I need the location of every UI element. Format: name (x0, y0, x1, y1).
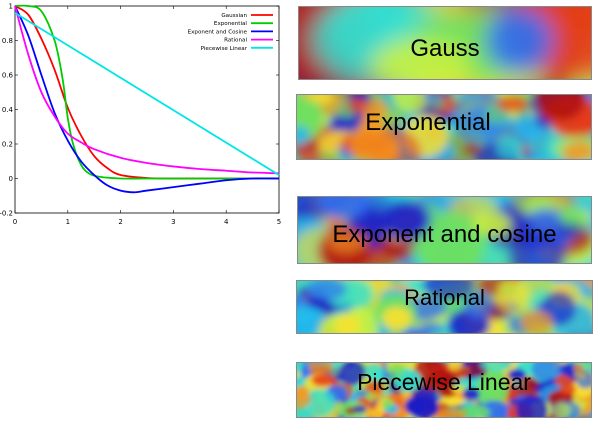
legend-label: Exponential (214, 21, 248, 27)
legend-label: Exponent and Cosine (188, 29, 248, 35)
field-exponential: Exponential (296, 94, 592, 160)
legend-label: Rational (224, 38, 247, 44)
x-tick-label: 0 (13, 218, 17, 226)
series-line-exponential (14, 4, 279, 180)
field-rational: Rational (296, 280, 593, 334)
covariance-chart: 0 1 2 3 4 510.80.60.40.20-0.2 GaussianExponen… (0, 3, 281, 227)
x-tick-label: 5 (277, 218, 281, 226)
legend-label: Gaussian (221, 13, 247, 19)
series-line-rational (14, 5, 280, 175)
y-tick-label: -0.2 (0, 210, 13, 218)
field-exponential-image (297, 95, 591, 159)
field-rational-label: Rational (404, 285, 485, 310)
y-tick-label: 0 (9, 175, 13, 183)
series-line-piecewise-linear (14, 12, 280, 176)
field-piecewise-linear: Piecewise Linear (296, 362, 592, 418)
x-tick-label: 4 (224, 218, 229, 226)
y-tick-label: 0.2 (2, 141, 13, 149)
field-exponent-cosine-image (298, 197, 591, 263)
field-gauss: Gauss (298, 6, 592, 80)
field-exponent-cosine-label: Exponent and cosine (332, 221, 557, 248)
y-tick-label: 0.8 (2, 37, 13, 45)
y-tick-label: 0.6 (2, 72, 14, 80)
field-gauss-image (299, 7, 591, 79)
x-tick-label: 1 (66, 218, 70, 226)
field-exponent-cosine: Exponent and cosine (297, 196, 592, 264)
legend-label: Piecewise Linear (201, 46, 248, 52)
field-piecewise-linear-label: Piecewise Linear (357, 369, 531, 395)
field-piecewise-linear-image (297, 363, 591, 417)
x-tick-label: 2 (118, 218, 122, 226)
series-line-exponent-and-cosine (14, 5, 280, 194)
y-tick-label: 0.4 (2, 106, 14, 114)
x-tick-label: 3 (171, 218, 175, 226)
field-rational-image (297, 281, 592, 333)
y-tick-label: 1 (9, 3, 13, 11)
field-exponential-label: Exponential (365, 109, 491, 136)
chart-legend: Gaussian Exponential Exponent and Cosine Ra… (188, 13, 273, 52)
field-gauss-label: Gauss (410, 35, 480, 62)
